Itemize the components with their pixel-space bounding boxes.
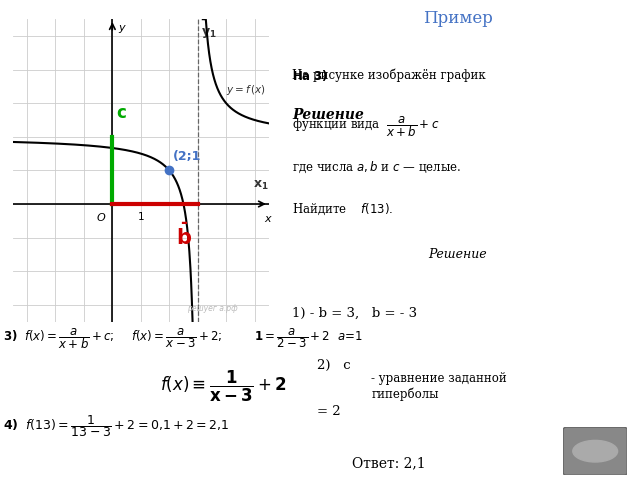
FancyBboxPatch shape: [563, 427, 627, 475]
Text: $O$: $O$: [97, 211, 107, 223]
Text: $\mathbf{4)}$  $f(13) = \dfrac{1}{13-3} + 2 = 0{,}1 + 2 = 2{,}1$: $\mathbf{4)}$ $f(13) = \dfrac{1}{13-3} +…: [3, 413, 230, 439]
Text: (2;1: (2;1: [173, 150, 201, 163]
Text: Ответ: 2,1: Ответ: 2,1: [352, 456, 426, 470]
Text: Решение: Решение: [292, 108, 364, 121]
Text: $\mathbf{y_1}$: $\mathbf{y_1}$: [200, 26, 216, 40]
Text: 2)   c: 2) c: [317, 359, 351, 372]
Text: $\mathbf{На\ 3)}$: $\mathbf{На\ 3)}$: [292, 68, 328, 84]
Text: $y = f\,(x)$: $y = f\,(x)$: [226, 83, 266, 97]
Text: = 2: = 2: [317, 405, 340, 418]
Text: На рисунке изображён график: На рисунке изображён график: [292, 68, 486, 82]
Text: решуег а.рф: решуег а.рф: [187, 304, 237, 312]
Text: -: -: [180, 214, 187, 232]
Text: Пример: Пример: [422, 10, 493, 26]
Text: функции вида  $\dfrac{a}{x+b} + c$: функции вида $\dfrac{a}{x+b} + c$: [292, 114, 440, 139]
Text: $\mathbf{3)}$  $f(x) = \dfrac{a}{x+b} + c;$    $f(x) = \dfrac{a}{x-3} + 2;$     : $\mathbf{3)}$ $f(x) = \dfrac{a}{x+b} + c…: [3, 326, 364, 351]
Text: $x$: $x$: [264, 214, 273, 224]
Text: Найдите    $f(13).$: Найдите $f(13).$: [292, 202, 394, 217]
Text: $f(x) \equiv \dfrac{\mathbf{1}}{\mathbf{x-3}} + \mathbf{2}$: $f(x) \equiv \dfrac{\mathbf{1}}{\mathbf{…: [160, 369, 286, 404]
Text: $\mathbf{x_1}$: $\mathbf{x_1}$: [253, 179, 269, 192]
Text: b: b: [176, 228, 191, 248]
Text: - уравнение заданной
гиперболы: - уравнение заданной гиперболы: [371, 372, 507, 401]
Text: где числа $a, b$ и $c$ — целые.: где числа $a, b$ и $c$ — целые.: [292, 160, 461, 175]
Text: $y$: $y$: [118, 23, 127, 35]
Text: 1) - b = 3,   b = - 3: 1) - b = 3, b = - 3: [292, 307, 417, 320]
Text: c: c: [116, 104, 125, 122]
Text: 1: 1: [138, 212, 144, 222]
Ellipse shape: [573, 441, 618, 462]
Text: Решение: Решение: [428, 248, 487, 261]
